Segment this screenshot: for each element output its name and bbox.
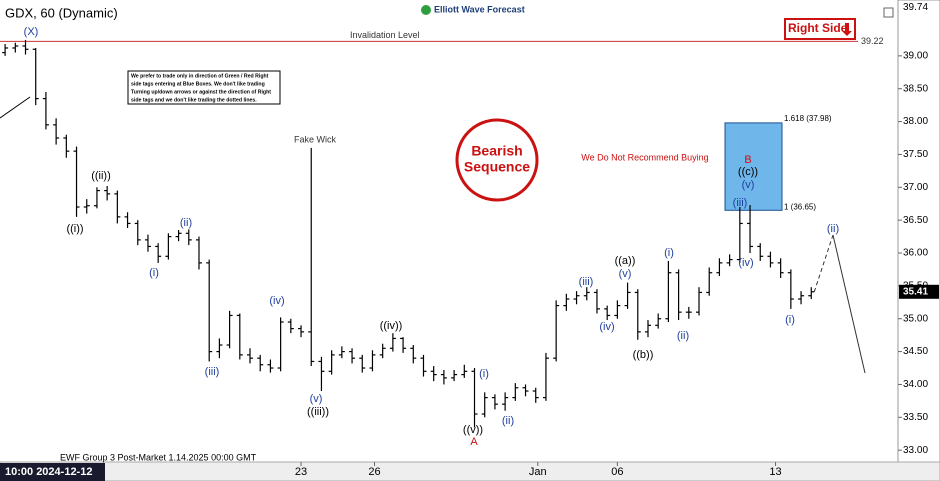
last-price: 35.41 [903, 286, 928, 297]
y-tick-label: 34.50 [903, 346, 928, 357]
plot: Invalidation Level 39.22 1.618 (37.98) 1 (3… [0, 26, 884, 448]
y-tick-label: 33.50 [903, 412, 928, 423]
fib-top-label: 1.618 (37.98) [784, 114, 832, 123]
y-tick-label: 37.50 [903, 149, 928, 160]
cursor-time-box [0, 463, 105, 481]
bearish-label: Sequence [464, 159, 530, 175]
right-side-text: Right Side [788, 21, 848, 35]
wave-label: B [744, 154, 751, 166]
right-side-arrow [842, 23, 852, 36]
y-tick-label: 38.00 [903, 116, 928, 127]
wave-label: ((v)) [463, 424, 483, 436]
wave-label: (iv) [269, 295, 284, 307]
wave-label: ((iii)) [307, 406, 329, 418]
note-line: We prefer to trade only in direction of … [131, 73, 269, 79]
wave-label: (X) [24, 26, 39, 38]
y-tick-label: 36.50 [903, 215, 928, 226]
y-tick-label: 38.50 [903, 83, 928, 94]
warning-label: We Do Not Recommend Buying [581, 152, 708, 162]
wave-label: (iii) [733, 197, 748, 209]
wave-label: (i) [479, 368, 489, 380]
fib-box [724, 122, 783, 211]
wave-label: (i) [785, 314, 795, 326]
wave-label: ((a)) [615, 255, 636, 267]
wave-label: (v) [742, 179, 755, 191]
wave-label: (iii) [205, 366, 220, 378]
y-tick-label: 39.00 [903, 51, 928, 62]
wave-label: (ii) [677, 330, 689, 342]
wave-label: (i) [664, 247, 674, 259]
bearish-label: Bearish [471, 143, 522, 159]
wave-label: (iii) [579, 276, 594, 288]
note-line: Turning up/down arrows or against the di… [131, 89, 271, 95]
x-tick-label: Jan [529, 466, 547, 478]
y-axis-panel [897, 0, 940, 463]
wave-label: ((ii)) [91, 170, 111, 182]
wave-label: (ii) [502, 415, 514, 427]
footer: EWF Group 3 Post-Market 1.14.2025 00:00 … [60, 452, 257, 462]
wave-label: (v) [619, 268, 632, 280]
x-tick-label: 06 [611, 466, 623, 478]
y-tick-label: 37.00 [903, 182, 928, 193]
right-side-tag [784, 18, 856, 40]
note: We prefer to trade only in direction of … [131, 73, 271, 103]
note-line: side tags and we don't like trading the … [131, 97, 257, 103]
wave-label: ((c)) [738, 166, 758, 178]
wave-label: (ii) [827, 223, 839, 235]
wave-label: (ii) [180, 217, 192, 229]
y-tick-label: 34.00 [903, 379, 928, 390]
wave-label: (v) [310, 393, 323, 405]
projection-solid [832, 234, 866, 374]
wave-label: A [470, 436, 478, 448]
logo-icon [421, 5, 431, 15]
fake-wick-label: Fake Wick [294, 134, 337, 144]
last-price-box [899, 284, 939, 299]
bearish-circle [455, 118, 539, 202]
window-icon[interactable] [883, 7, 894, 18]
x-axis-panel [0, 461, 940, 481]
wave-label: (i) [149, 267, 159, 279]
cursor-time: 10:00 2024-12-12 [5, 466, 92, 478]
invalidation-label: Invalidation Level [350, 30, 420, 40]
logo-text: Elliott Wave Forecast [434, 4, 525, 14]
wave-label: ((b)) [633, 349, 654, 361]
y-tick-label: 35.00 [903, 313, 928, 324]
wave-label: (iv) [738, 257, 753, 269]
fib-bottom-label: 1 (36.65) [784, 202, 816, 211]
x-tick-label: 26 [368, 466, 380, 478]
axis-high-label: 39.74 [903, 2, 928, 13]
note-box [127, 70, 281, 105]
trend-line [0, 96, 31, 119]
wave-label: ((i)) [66, 223, 83, 235]
symbol-title: GDX, 60 (Dynamic) [5, 5, 118, 20]
wave-label: (iv) [599, 321, 614, 333]
wave-label: ((iv)) [380, 320, 403, 332]
invalidation-price: 39.22 [861, 36, 884, 46]
y-tick-label: 36.00 [903, 248, 928, 259]
x-tick-label: 13 [769, 466, 781, 478]
x-tick-label: 23 [295, 466, 307, 478]
note-line: side tags entering at Blue Boxes. We don… [131, 81, 265, 87]
y-tick-label: 33.00 [903, 445, 928, 456]
projection-dashed [813, 234, 834, 292]
